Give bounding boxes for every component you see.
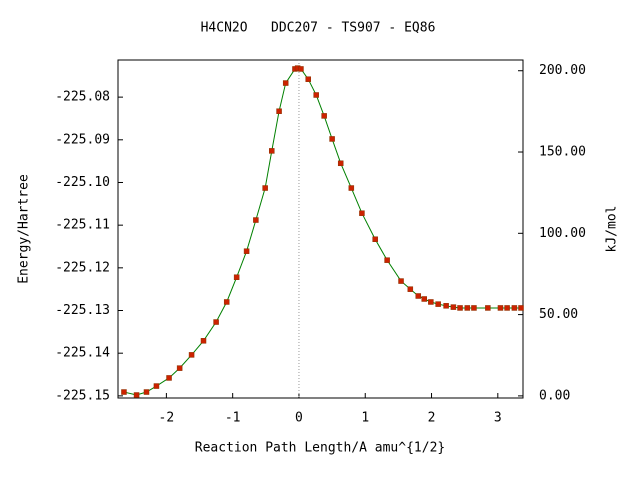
data-point [262,185,268,191]
x-tick-label: 0 [295,411,303,426]
data-point [348,185,355,191]
data-point [337,160,344,167]
y-tick-label: -225.14 [55,346,110,361]
x-tick-label: -2 [159,411,175,426]
data-point [384,257,390,263]
data-point [464,305,471,311]
data-point [359,210,365,216]
data-point [485,305,491,311]
data-point [143,389,150,395]
chart-title: H4CN2O DDC207 - TS907 - EQ86 [201,21,436,36]
y2-tick-label: 50.00 [539,307,578,322]
data-point [504,305,510,311]
data-point [166,375,172,381]
data-point [443,303,449,309]
data-point [213,319,219,325]
data-point [435,301,441,307]
y-tick-label: -225.11 [55,218,110,233]
data-point [421,296,427,302]
data-point [305,76,311,82]
data-point [457,305,463,311]
y2-tick-label: 0.00 [539,388,570,403]
y-tick-label: -225.09 [55,132,110,147]
y-tick-label: -225.12 [55,260,110,275]
data-point [321,113,327,119]
plot-frame [117,59,524,399]
data-point [223,299,230,305]
data-point [497,305,504,311]
data-point [329,136,335,142]
data-point [188,352,195,358]
y-tick-label: -225.10 [55,175,110,190]
x-tick-label: 2 [428,411,436,426]
data-point [121,389,127,395]
data-point [407,286,414,292]
data-point [243,248,250,254]
data-point [233,274,240,280]
x-tick-label: 1 [361,411,369,426]
y2-axis-label: kJ/mol [605,206,620,253]
data-point [200,338,207,344]
data-point [313,92,319,98]
data-point [153,383,160,389]
data-point [269,148,275,154]
y-axis-label: Energy/Hartree [17,174,32,284]
x-axis-label: Reaction Path Length/A amu^{1/2} [195,441,445,456]
data-point [450,304,457,310]
data-point [372,236,378,242]
data-point [428,299,434,305]
data-point [398,278,404,284]
y-tick-label: -225.15 [55,388,110,403]
y2-tick-label: 150.00 [539,145,586,160]
y2-tick-label: 200.00 [539,63,586,78]
data-point [253,217,259,223]
data-point [518,305,524,311]
y-tick-label: -225.13 [55,303,110,318]
data-point [282,80,289,86]
data-point [133,392,140,398]
x-tick-label: 3 [494,411,502,426]
x-tick-label: -1 [225,411,241,426]
data-point [276,108,282,114]
data-point [415,293,422,299]
data-point [176,365,183,371]
data-point [511,305,518,311]
data-point [298,66,304,72]
y-tick-label: -225.08 [55,90,110,105]
data-point [471,305,477,311]
y2-tick-label: 100.00 [539,226,586,241]
